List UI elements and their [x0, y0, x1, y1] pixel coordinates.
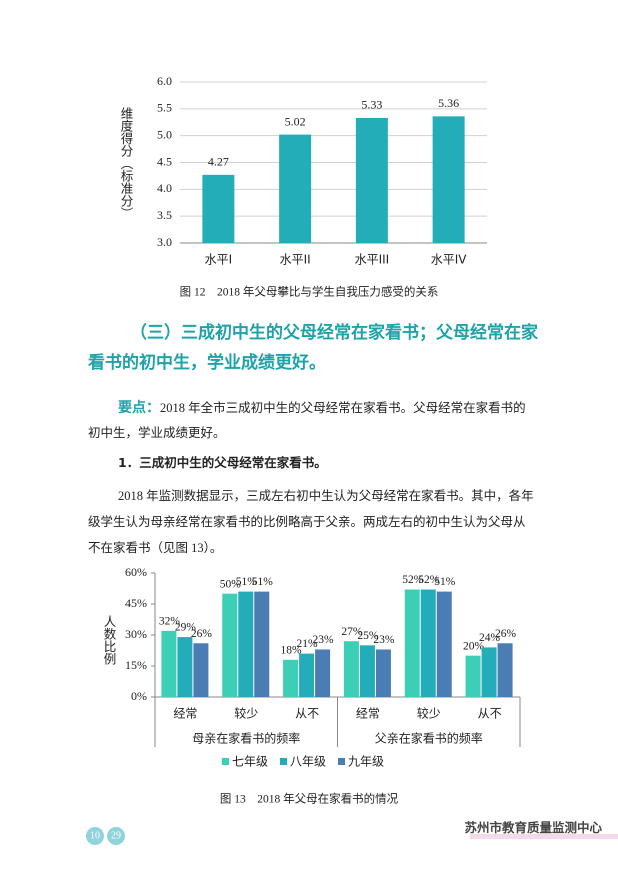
legend-label: 九年级	[348, 755, 384, 769]
value-label: 50%	[220, 578, 242, 590]
value-label: 32%	[159, 616, 181, 628]
subheading: 1．三成初中生的父母经常在家看书。	[118, 455, 327, 470]
page-number: 10	[90, 830, 100, 841]
value-label: 24%	[479, 632, 501, 644]
x-tick-label: 较少	[234, 706, 258, 721]
x-tick-label: 较少	[417, 706, 441, 721]
page-badge	[86, 827, 104, 845]
x-tick-label: 从不	[478, 707, 502, 721]
bar	[315, 649, 331, 697]
value-label: 52%	[418, 574, 440, 586]
section-heading: （三）三成初中生的父母经常在家看书；父母经常在家看书的初中生，学业成绩更好。	[88, 323, 538, 373]
legend-swatch	[338, 758, 345, 765]
value-label: 5.33	[361, 98, 382, 112]
value-label: 27%	[341, 626, 363, 638]
y-axis-label: 人数比例	[102, 615, 117, 666]
bar	[404, 589, 420, 697]
footer-org: 苏州市教育质量监测中心	[464, 820, 602, 835]
y-tick-label: 3.5	[157, 208, 172, 222]
value-label: 5.02	[285, 114, 306, 128]
y-tick-label: 60%	[125, 565, 147, 579]
caption: 图 12 2018 年父母攀比与学生自我压力感受的关系	[180, 285, 439, 299]
value-label: 29%	[175, 622, 197, 634]
bar	[279, 134, 312, 243]
bar	[161, 630, 177, 697]
y-tick-label: 4.0	[157, 181, 172, 195]
bar	[343, 641, 359, 697]
value-label: 26%	[191, 628, 213, 640]
y-tick-label: 45%	[125, 596, 147, 610]
bar	[177, 637, 193, 697]
value-label: 26%	[495, 628, 517, 640]
bar	[355, 117, 388, 243]
bar	[202, 174, 235, 243]
legend-label: 七年级	[232, 755, 268, 769]
x-tick-label: 水平IV	[431, 253, 468, 267]
value-label: 51%	[434, 576, 456, 588]
value-label: 4.27	[208, 155, 229, 169]
legend-label: 八年级	[290, 755, 326, 769]
page-number: 29	[111, 830, 121, 841]
bar	[420, 589, 436, 697]
x-tick-label: 经常	[173, 707, 197, 721]
bar	[359, 645, 375, 697]
x-tick-label: 水平II	[280, 253, 311, 267]
value-label: 23%	[313, 634, 335, 646]
y-tick-label: 6.0	[157, 74, 172, 88]
value-label: 52%	[402, 574, 424, 586]
x-tick-label: 经常	[356, 707, 380, 721]
value-label: 20%	[463, 640, 485, 652]
y-tick-label: 15%	[125, 658, 147, 672]
bar	[222, 593, 238, 697]
y-tick-label: 30%	[125, 627, 147, 641]
bar	[375, 649, 391, 697]
x-tick-label: 从不	[295, 707, 319, 721]
legend-swatch	[222, 758, 229, 765]
bar	[254, 591, 270, 697]
value-label: 23%	[373, 634, 395, 646]
x-tick-label: 水平III	[355, 253, 390, 267]
key-point-label: 要点：	[118, 400, 160, 416]
x-tick-label: 水平I	[205, 253, 233, 267]
caption: 图 13 2018 年父母在家看书的情况	[220, 792, 399, 806]
y-axis-label: 维度得分（标准分）	[119, 107, 134, 220]
bar	[465, 655, 481, 697]
y-tick-label: 4.5	[157, 154, 172, 168]
value-label: 25%	[357, 630, 379, 642]
value-label: 51%	[236, 576, 258, 588]
footer-band	[470, 834, 618, 839]
y-tick-label: 3.0	[157, 235, 172, 249]
key-point-text: 2018 年全市三成初中生的父母经常在家看书。父母经常在家看书的初中生，学业成绩…	[88, 401, 526, 440]
bar	[299, 653, 315, 697]
value-label: 5.36	[438, 96, 459, 110]
value-label: 18%	[281, 644, 303, 656]
bar	[436, 591, 452, 697]
page-badge	[107, 827, 125, 845]
y-tick-label: 0%	[131, 689, 147, 703]
bar	[238, 591, 254, 697]
bar	[193, 643, 209, 697]
value-label: 21%	[297, 638, 319, 650]
key-point: 要点：2018 年全市三成初中生的父母经常在家看书。父母经常在家看书的初中生，学…	[88, 396, 536, 446]
bar	[497, 643, 513, 697]
value-label: 51%	[252, 576, 274, 588]
bar	[481, 647, 497, 697]
y-tick-label: 5.0	[157, 127, 172, 141]
legend-swatch	[280, 758, 287, 765]
bar	[283, 659, 299, 697]
group-label: 母亲在家看书的频率	[192, 731, 300, 746]
bar	[432, 116, 465, 243]
y-tick-label: 5.5	[157, 101, 172, 115]
group-label: 父亲在家看书的频率	[375, 731, 483, 746]
paragraph: 2018 年监测数据显示，三成左右初中生认为父母经常在家看书。其中，各年级学生认…	[88, 489, 534, 555]
